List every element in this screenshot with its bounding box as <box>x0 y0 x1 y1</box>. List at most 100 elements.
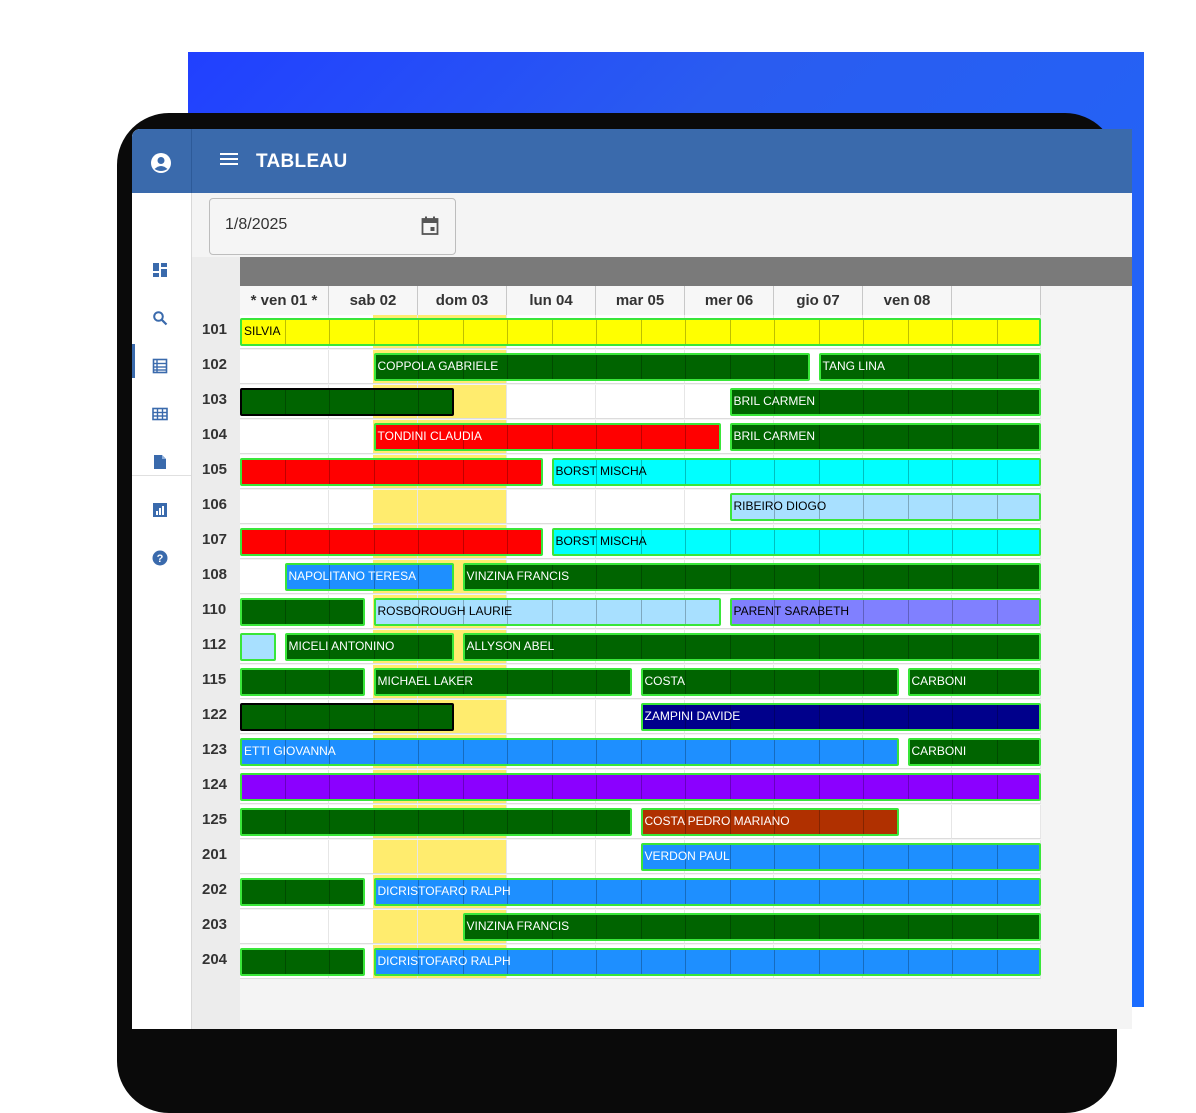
booking-bar[interactable]: COSTA PEDRO MARIANO <box>640 808 899 836</box>
booking-bar[interactable]: PARENT SARABETH <box>729 598 1041 626</box>
booking-bar[interactable]: COPPOLA GABRIELE <box>373 353 810 381</box>
day-header[interactable]: mer 06 <box>685 286 774 315</box>
booking-segment-line <box>462 460 464 484</box>
day-header[interactable]: dom 03 <box>418 286 507 315</box>
room-number[interactable]: 125 <box>192 811 240 840</box>
booking-guest-name: BORST MISCHA <box>555 534 647 548</box>
day-header[interactable]: sab 02 <box>329 286 418 315</box>
booking-segment-line <box>329 390 330 414</box>
booking-segment-line <box>329 670 330 694</box>
room-number[interactable]: 107 <box>192 531 240 560</box>
booking-bar[interactable]: BRIL CARMEN <box>729 388 1041 416</box>
nav-help[interactable]: ? <box>150 548 170 568</box>
day-cell[interactable] <box>329 910 418 944</box>
nav-search[interactable] <box>150 308 170 328</box>
day-cell[interactable] <box>240 910 329 944</box>
room-number[interactable]: 204 <box>192 951 240 980</box>
day-header[interactable]: lun 04 <box>507 286 596 315</box>
booking-bar[interactable] <box>240 878 365 906</box>
booking-bar[interactable]: TONDINI CLAUDIA <box>373 423 721 451</box>
day-cell[interactable] <box>507 490 596 524</box>
nav-chart[interactable] <box>150 500 170 520</box>
room-number[interactable]: 104 <box>192 426 240 455</box>
day-cell[interactable] <box>240 350 329 384</box>
booking-bar[interactable]: ROSBOROUGH LAURIE <box>373 598 721 626</box>
booking-bar[interactable] <box>240 388 454 416</box>
booking-segment-line <box>418 425 419 449</box>
day-cell[interactable] <box>952 805 1041 839</box>
booking-bar[interactable]: MICHAEL LAKER <box>373 668 632 696</box>
booking-bar[interactable]: ETTI GIOVANNA <box>240 738 899 766</box>
nav-list[interactable] <box>150 356 170 376</box>
booking-bar[interactable]: BORST MISCHA <box>551 528 1041 556</box>
day-header[interactable]: gio 07 <box>774 286 863 315</box>
booking-bar[interactable] <box>240 633 276 661</box>
menu-button[interactable] <box>220 151 242 171</box>
booking-bar[interactable] <box>240 598 365 626</box>
day-cell[interactable] <box>240 490 329 524</box>
day-cell[interactable] <box>596 490 685 524</box>
room-number[interactable]: 124 <box>192 776 240 805</box>
room-number[interactable]: 101 <box>192 321 240 350</box>
room-number[interactable]: 105 <box>192 461 240 490</box>
booking-bar[interactable]: BRIL CARMEN <box>729 423 1041 451</box>
booking-bar[interactable]: DICRISTOFARO RALPH <box>373 878 1041 906</box>
booking-bar[interactable] <box>240 668 365 696</box>
booking-bar[interactable]: VINZINA FRANCIS <box>462 913 1041 941</box>
day-cell[interactable] <box>507 840 596 874</box>
booking-bar[interactable] <box>240 458 543 486</box>
booking-bar[interactable]: VERDON PAUL <box>640 843 1041 871</box>
room-number[interactable]: 202 <box>192 881 240 910</box>
booking-bar[interactable] <box>240 703 454 731</box>
booking-bar[interactable]: CARBONI <box>907 738 1041 766</box>
booking-bar[interactable] <box>240 948 365 976</box>
day-cell[interactable] <box>240 840 329 874</box>
room-number[interactable]: 122 <box>192 706 240 735</box>
day-header[interactable]: ven 08 <box>863 286 952 315</box>
nav-grid[interactable] <box>150 404 170 424</box>
booking-bar[interactable]: DICRISTOFARO RALPH <box>373 948 1041 976</box>
date-picker-field[interactable]: 1/8/2025 <box>209 198 456 255</box>
booking-bar[interactable] <box>240 808 632 836</box>
booking-bar[interactable]: CARBONI <box>907 668 1041 696</box>
booking-bar[interactable]: NAPOLITANO TERESA <box>284 563 454 591</box>
booking-bar[interactable]: BORST MISCHA <box>551 458 1041 486</box>
day-cell[interactable] <box>329 840 418 874</box>
nav-document[interactable] <box>150 452 170 472</box>
day-cell[interactable] <box>329 490 418 524</box>
day-cell[interactable] <box>240 420 329 454</box>
day-header[interactable]: mar 05 <box>596 286 685 315</box>
day-cell[interactable] <box>596 385 685 419</box>
avatar[interactable] <box>132 129 192 193</box>
room-number[interactable]: 103 <box>192 391 240 420</box>
calendar-icon[interactable] <box>421 216 439 236</box>
day-header[interactable]: * ven 01 * <box>240 286 329 315</box>
room-number[interactable]: 108 <box>192 566 240 595</box>
booking-bar[interactable] <box>240 528 543 556</box>
date-value[interactable]: 1/8/2025 <box>225 216 288 233</box>
room-number[interactable]: 115 <box>192 671 240 700</box>
room-number[interactable]: 203 <box>192 916 240 945</box>
room-number[interactable]: 201 <box>192 846 240 875</box>
room-number[interactable]: 110 <box>192 601 240 630</box>
booking-bar[interactable]: ALLYSON ABEL <box>462 633 1041 661</box>
booking-bar[interactable]: RIBEIRO DIOGO <box>729 493 1041 521</box>
booking-bar[interactable]: COSTA <box>640 668 899 696</box>
room-number[interactable]: 123 <box>192 741 240 770</box>
day-cell[interactable] <box>507 700 596 734</box>
document-icon <box>154 455 166 469</box>
booking-bar[interactable]: ZAMPINI DAVIDE <box>640 703 1041 731</box>
booking-bar[interactable]: TANG LINA <box>818 353 1041 381</box>
room-number[interactable]: 106 <box>192 496 240 525</box>
booking-bar[interactable]: MICELI ANTONINO <box>284 633 454 661</box>
day-cell[interactable] <box>418 840 507 874</box>
day-cell[interactable] <box>418 490 507 524</box>
booking-bar[interactable] <box>240 773 1041 801</box>
room-number[interactable]: 112 <box>192 636 240 665</box>
booking-bar[interactable]: VINZINA FRANCIS <box>462 563 1041 591</box>
room-number[interactable]: 102 <box>192 356 240 385</box>
day-cell[interactable] <box>507 385 596 419</box>
booking-segment-line <box>729 845 731 869</box>
nav-dashboard[interactable] <box>150 260 170 280</box>
booking-bar[interactable]: SILVIA <box>240 318 1041 346</box>
